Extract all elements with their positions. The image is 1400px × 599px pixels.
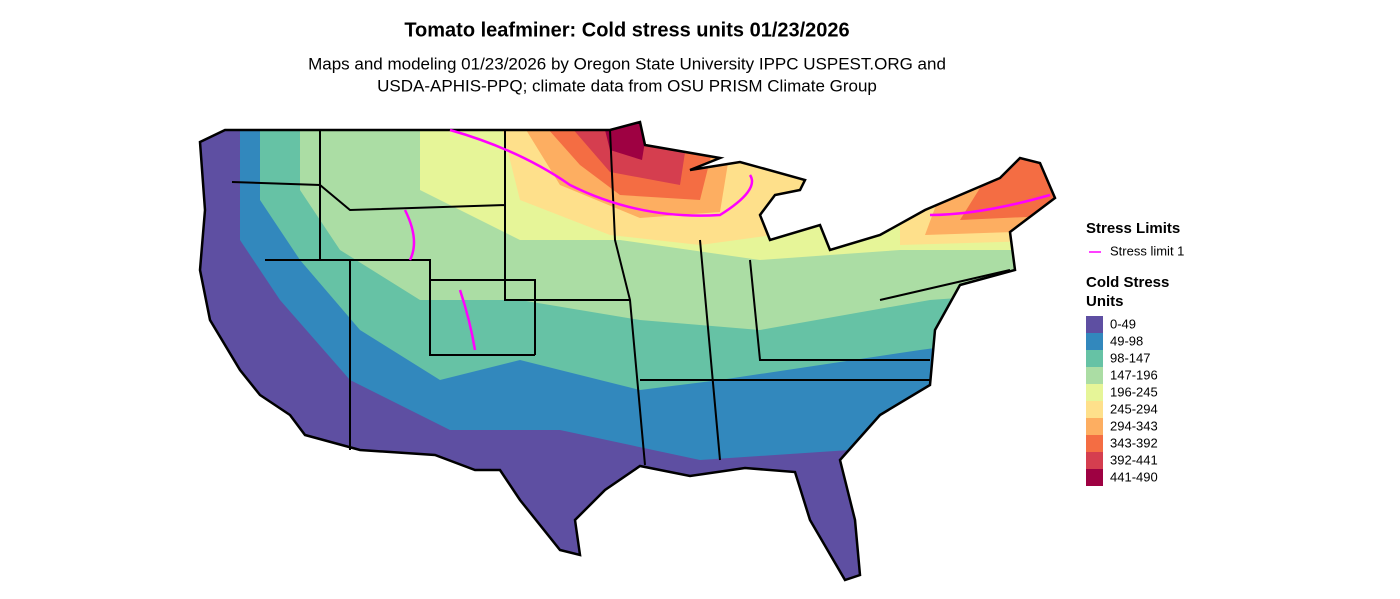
legend-label: 0-49 (1110, 316, 1136, 331)
legend-label: 196-245 (1110, 384, 1158, 399)
legend-swatch (1086, 316, 1103, 333)
title: Tomato leafminer: Cold stress units 01/2… (404, 19, 849, 41)
legend-swatch (1086, 350, 1103, 367)
legend-label: 147-196 (1110, 367, 1158, 382)
state-borders (231, 129, 1011, 466)
legend-swatch (1086, 333, 1103, 350)
legend-label: 98-147 (1110, 350, 1150, 365)
legend-swatch (1086, 452, 1103, 469)
stress-limit-line (403, 128, 1051, 351)
legend-swatch (1086, 401, 1103, 418)
legend-title: Units (1086, 293, 1124, 310)
legend-label: 392-441 (1110, 452, 1158, 467)
subtitle: USDA-APHIS-PPQ; climate data from OSU PR… (377, 76, 877, 95)
legend: Stress limit 1 0-49 49-98 98-147 147-196 196-… (1086, 243, 1184, 486)
legend-swatch (1086, 367, 1103, 384)
legend-swatch (1086, 384, 1103, 401)
legend-label: 441-490 (1110, 469, 1158, 484)
legend-title: Stress Limits (1086, 220, 1180, 237)
legend-label: 343-392 (1110, 435, 1158, 450)
legend-label: 49-98 (1110, 333, 1143, 348)
legend-label: 294-343 (1110, 418, 1158, 433)
legend-label: Stress limit 1 (1110, 243, 1184, 258)
subtitle: Maps and modeling 01/23/2026 by Oregon S… (308, 54, 946, 73)
legend-swatch (1086, 435, 1103, 452)
cold-stress-zone (960, 145, 1055, 220)
legend-title: Cold Stress (1086, 274, 1169, 291)
legend-swatch (1086, 469, 1103, 486)
legend-label: 245-294 (1110, 401, 1158, 416)
legend-swatch (1086, 418, 1103, 435)
